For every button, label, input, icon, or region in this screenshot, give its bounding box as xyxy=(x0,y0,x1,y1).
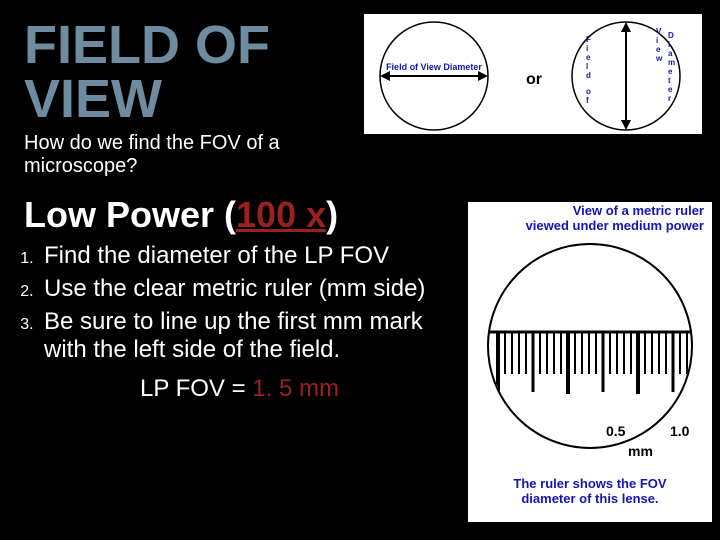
svg-text:l: l xyxy=(586,62,588,71)
svg-text:e: e xyxy=(656,45,661,54)
paren-open: ( xyxy=(224,194,236,235)
question-text: How do we find the FOV of a microscope? xyxy=(0,126,360,178)
svg-text:m: m xyxy=(668,58,675,67)
svg-text:V: V xyxy=(656,27,662,36)
circle1-label: Field of View Diameter xyxy=(386,62,482,72)
tick-label-10: 1.0 xyxy=(670,423,690,439)
step-item: Use the clear metric ruler (mm side) xyxy=(38,275,455,304)
equation-value: 1. 5 mm xyxy=(252,375,339,402)
svg-text:d: d xyxy=(586,71,591,80)
caption-line: diameter of this lense. xyxy=(521,491,658,506)
step-item: Be sure to line up the first mm mark wit… xyxy=(38,308,455,366)
subtitle-value: 100 x xyxy=(236,194,326,235)
svg-text:r: r xyxy=(668,94,671,103)
subtitle-prefix: Low Power xyxy=(24,194,224,235)
fig2-caption-top: View of a metric ruler viewed under medi… xyxy=(468,202,712,234)
svg-text:i: i xyxy=(586,44,588,53)
svg-text:e: e xyxy=(586,53,591,62)
caption-line: viewed under medium power xyxy=(526,218,704,233)
fov-diagram-svg: Field of View Diameter or Field of View … xyxy=(364,14,702,134)
circle2-label-left: Field of xyxy=(586,35,591,105)
tick-label-05: 0.5 xyxy=(606,423,626,439)
page-title: FIELD OF VIEW xyxy=(0,0,340,126)
arrowhead-right xyxy=(478,71,488,81)
svg-text:i: i xyxy=(668,40,670,49)
svg-text:a: a xyxy=(668,49,673,58)
svg-text:e: e xyxy=(668,67,673,76)
steps-list: Find the diameter of the LP FOV Use the … xyxy=(0,236,455,365)
step-item: Find the diameter of the LP FOV xyxy=(38,242,455,271)
ruler-ticks xyxy=(488,332,708,394)
or-label: or xyxy=(526,71,542,88)
ruler-view-svg: 0.5 1.0 mm xyxy=(468,234,712,466)
arrowhead-left xyxy=(380,71,390,81)
caption-line: View of a metric ruler xyxy=(573,203,704,218)
svg-text:o: o xyxy=(586,87,591,96)
figure-fov-diameter: Field of View Diameter or Field of View … xyxy=(364,14,702,134)
svg-text:t: t xyxy=(668,76,671,85)
svg-text:w: w xyxy=(655,54,663,63)
fig2-caption-bottom: The ruler shows the FOV diameter of this… xyxy=(468,471,712,507)
paren-close: ) xyxy=(326,194,338,235)
arrowhead-up xyxy=(621,22,631,32)
svg-text:F: F xyxy=(586,35,591,44)
svg-text:i: i xyxy=(656,36,658,45)
unit-label: mm xyxy=(628,443,653,459)
svg-text:D: D xyxy=(668,31,674,40)
svg-text:e: e xyxy=(668,85,673,94)
caption-line: The ruler shows the FOV xyxy=(513,476,666,491)
svg-text:f: f xyxy=(586,96,589,105)
equation-label: LP FOV = xyxy=(140,375,252,402)
figure-ruler-view: View of a metric ruler viewed under medi… xyxy=(468,202,712,522)
arrowhead-down xyxy=(621,120,631,130)
